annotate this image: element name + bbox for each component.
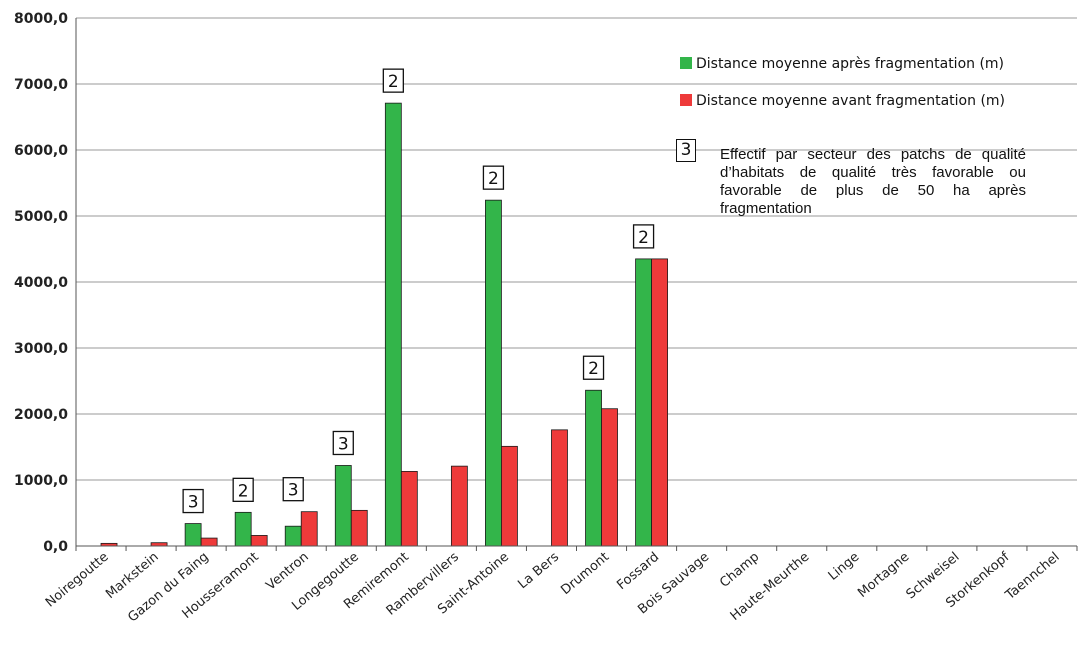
y-tick-label: 3000,0: [14, 341, 68, 357]
bar-after-fragmentation: [384, 102, 402, 547]
x-tick-label: Taennchel: [1002, 550, 1062, 604]
y-tick-label: 4000,0: [14, 275, 68, 291]
bar-after-fragmentation: [284, 525, 302, 547]
bar-before-fragmentation: [601, 408, 618, 547]
legend-label: Distance moyenne avant fragmentation (m): [696, 93, 1005, 109]
x-tick-label: Ventron: [263, 550, 311, 594]
bar-annotation: 2: [232, 477, 254, 502]
annotation-label: 2: [588, 359, 599, 379]
x-tick-label: Drumont: [558, 550, 612, 598]
annotation-label: 3: [288, 481, 299, 501]
annotation-label: 3: [338, 434, 349, 454]
annotation-label: 2: [488, 169, 499, 189]
annotation-label: 2: [238, 481, 249, 501]
bar-after-fragmentation: [334, 465, 352, 547]
x-tick-label: La Bers: [515, 549, 562, 592]
legend-entry: Distance moyenne avant fragmentation (m): [680, 93, 1005, 109]
bar-before-fragmentation: [250, 535, 268, 547]
bar-annotation: 2: [382, 68, 404, 93]
bar-annotation: 3: [332, 430, 354, 456]
x-tick-label: Champ: [717, 550, 762, 591]
annotation-box: [332, 430, 354, 456]
note-text: Effectif par secteur des patchs de quali…: [720, 146, 1026, 217]
y-tick-label: 1000,0: [14, 473, 68, 489]
x-tick-label: Noiregoutte: [43, 550, 112, 611]
annotation-box: [382, 68, 404, 93]
bar-annotation: 2: [482, 165, 505, 190]
bar-after-fragmentation: [585, 389, 602, 547]
bar-before-fragmentation: [200, 537, 218, 547]
bar-annotation: 3: [182, 488, 204, 514]
legend-label: Distance moyenne après fragmentation (m): [696, 56, 1004, 72]
legend-entry: Distance moyenne après fragmentation (m): [680, 56, 1004, 72]
y-tick-label: 8000,0: [14, 11, 68, 27]
bar-annotation: 3: [282, 477, 304, 502]
annotation-label: 2: [638, 228, 649, 248]
bar-before-fragmentation: [450, 465, 468, 547]
y-tick-label: 2000,0: [14, 407, 68, 423]
bar-before-fragmentation: [350, 509, 368, 547]
legend: Distance moyenne après fragmentation (m)…: [680, 56, 1005, 109]
bars: [100, 102, 668, 547]
y-tick-label: 7000,0: [14, 77, 68, 93]
annotation-box: [582, 355, 605, 380]
annotation-box: [632, 224, 655, 249]
bar-before-fragmentation: [501, 445, 518, 547]
annotation-box: [182, 488, 204, 514]
annotation-box: [282, 477, 304, 502]
bar-before-fragmentation: [300, 511, 318, 547]
bar-annotation: 2: [632, 224, 655, 249]
annotation-box: [232, 477, 254, 502]
bar-after-fragmentation: [635, 258, 652, 547]
y-tick-label: 6000,0: [14, 143, 68, 159]
bar-after-fragmentation: [184, 523, 202, 547]
bar-after-fragmentation: [485, 199, 502, 547]
bar-annotations: 3 2 3 3 2 2 2 2: [182, 68, 655, 514]
x-tick-label: Mortagne: [855, 550, 912, 601]
legend-swatch: [680, 57, 692, 69]
legend-swatch: [680, 94, 692, 106]
y-tick-label: 5000,0: [14, 209, 68, 225]
annotation-box: [482, 165, 505, 190]
annotation-label: 2: [388, 72, 399, 92]
note-marker-box: 3: [676, 139, 696, 162]
y-tick-label: 0,0: [43, 539, 68, 555]
x-tick-label: Linge: [826, 550, 863, 584]
x-tick-label: Fossard: [614, 550, 662, 594]
bar-before-fragmentation: [400, 471, 418, 547]
bar-before-fragmentation: [551, 429, 568, 547]
bar-after-fragmentation: [234, 511, 252, 547]
annotation-label: 3: [188, 493, 199, 513]
bar-before-fragmentation: [651, 258, 668, 547]
bar-annotation: 2: [582, 355, 605, 380]
